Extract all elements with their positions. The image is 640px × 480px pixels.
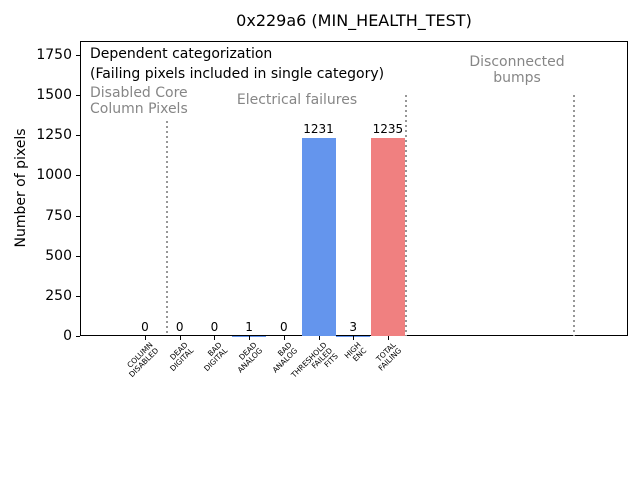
y-tick-label: 500 xyxy=(45,247,72,264)
y-tick-label: 1250 xyxy=(36,127,72,144)
y-tick-mark xyxy=(76,54,80,56)
annotation-dependent-categorization: Dependent categorization xyxy=(90,46,273,62)
x-tick-mark xyxy=(387,336,389,340)
y-tick-mark xyxy=(76,295,80,297)
bar-value-label: 1 xyxy=(245,319,253,334)
bar xyxy=(370,137,405,336)
bar xyxy=(301,138,336,336)
separator-line xyxy=(165,120,168,336)
y-tick-label: 250 xyxy=(45,287,72,304)
y-axis-label: Number of pixels xyxy=(13,128,29,248)
x-tick-mark xyxy=(179,336,181,340)
separator-line xyxy=(572,95,575,336)
y-tick-mark xyxy=(76,215,80,217)
x-tick-mark xyxy=(214,336,216,340)
y-tick-label: 1000 xyxy=(36,167,72,184)
y-tick-mark xyxy=(76,135,80,137)
annotation-failing-note: (Failing pixels included in single categ… xyxy=(90,66,385,82)
y-tick-mark xyxy=(76,95,80,97)
x-tick-mark xyxy=(318,336,320,340)
y-tick-mark xyxy=(76,255,80,257)
y-tick-mark xyxy=(76,336,80,337)
y-tick-label: 1500 xyxy=(36,87,72,104)
bar-value-label: 0 xyxy=(141,320,149,334)
bar-value-label: 0 xyxy=(175,320,184,334)
bar-value-label: 0 xyxy=(279,320,288,334)
x-tick-mark xyxy=(249,336,251,340)
y-tick-label: 0 xyxy=(63,328,72,344)
bar-value-label: 0 xyxy=(210,320,219,334)
annotation-disabled-core-column-pixels: Disabled Core Column Pixels xyxy=(90,85,188,117)
bar-value-label: 3 xyxy=(349,319,357,334)
x-tick-mark xyxy=(283,336,285,340)
x-tick-mark xyxy=(353,336,355,340)
chart-title: 0x229a6 (MIN_HEALTH_TEST) xyxy=(236,11,472,30)
y-tick-label: 750 xyxy=(45,207,72,224)
y-tick-label: 1750 xyxy=(36,46,72,63)
y-tick-mark xyxy=(76,175,80,177)
bar-value-label: 1235 xyxy=(372,121,404,136)
annotation-electrical-failures: Electrical failures xyxy=(236,92,358,108)
separator-line xyxy=(405,95,408,336)
x-tick-mark xyxy=(145,336,146,340)
plot-area xyxy=(80,41,628,336)
annotation-disconnected-bumps: Disconnected bumps xyxy=(469,54,565,86)
bar-value-label: 1231 xyxy=(303,122,334,137)
